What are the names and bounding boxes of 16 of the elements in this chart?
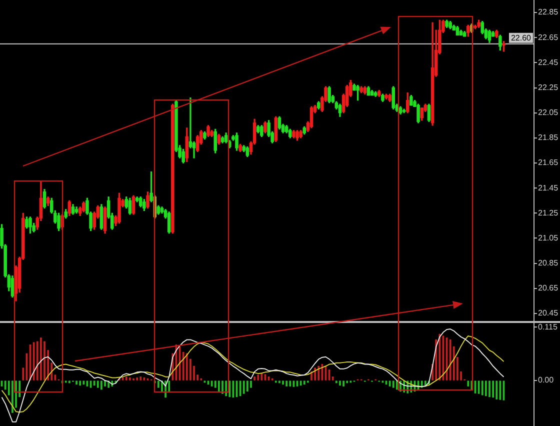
y-tick-label: 20.65: [538, 284, 559, 293]
y-tick-label: 22.65: [538, 32, 559, 42]
y-tick-label: 20.45: [538, 308, 559, 318]
y-tick-label: 21.85: [538, 133, 559, 142]
y-tick-label: 0.00: [538, 376, 554, 385]
ref-line-label: 22.60: [510, 34, 532, 43]
y-tick-label: 22.85: [538, 8, 559, 17]
y-tick-label: 22.05: [538, 108, 559, 118]
y-tick-label: 0.115: [538, 322, 558, 332]
y-tick-label: 22.45: [538, 58, 559, 67]
y-tick-label: 20.85: [538, 258, 559, 268]
y-tick-label: 21.25: [538, 208, 559, 218]
y-tick-label: 21.05: [538, 233, 559, 242]
y-tick-label: 21.65: [538, 158, 559, 168]
y-tick-label: 21.45: [538, 183, 559, 192]
y-tick-label: 22.25: [538, 82, 559, 92]
